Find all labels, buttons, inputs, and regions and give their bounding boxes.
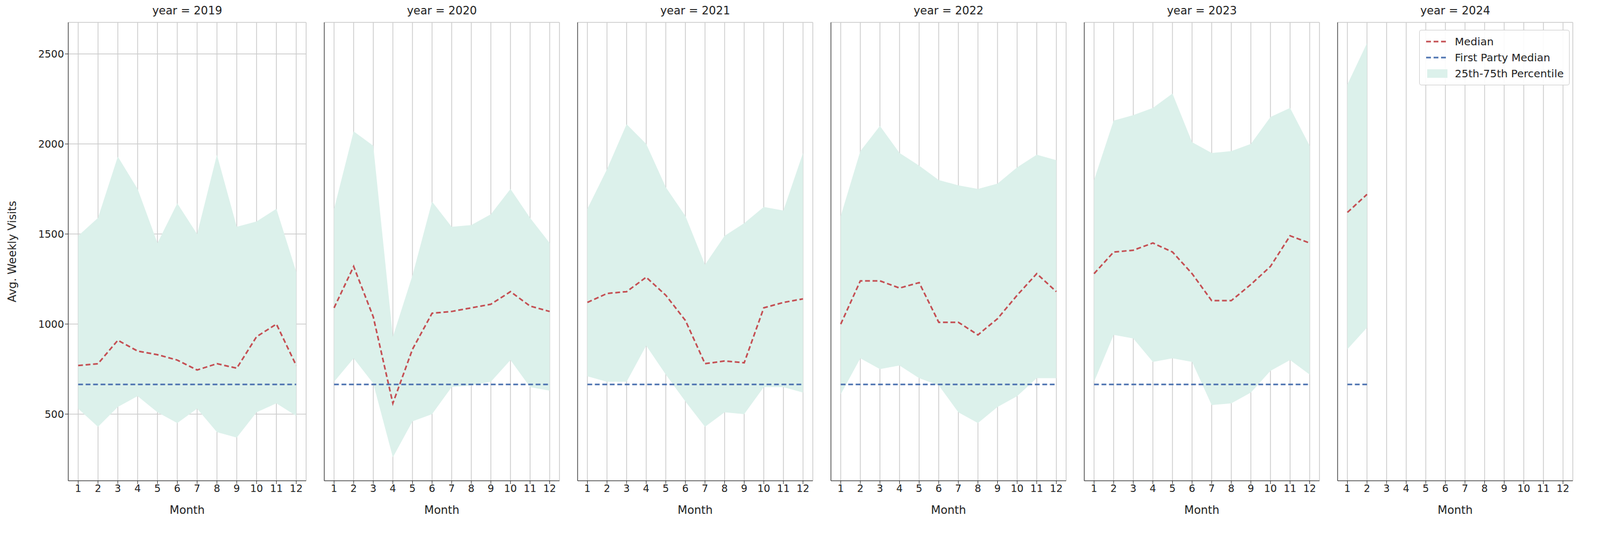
svg-text:6: 6 [935, 482, 942, 495]
svg-text:9: 9 [1247, 482, 1254, 495]
svg-text:8: 8 [1481, 482, 1488, 495]
svg-text:10: 10 [757, 482, 771, 495]
svg-text:12: 12 [543, 482, 557, 495]
svg-text:5: 5 [662, 482, 669, 495]
svg-text:10: 10 [1517, 482, 1531, 495]
svg-text:9: 9 [487, 482, 494, 495]
svg-text:1: 1 [330, 482, 338, 495]
svg-text:1: 1 [584, 482, 591, 495]
svg-text:1000: 1000 [38, 318, 64, 331]
svg-text:10: 10 [1010, 482, 1024, 495]
svg-text:8: 8 [721, 482, 728, 495]
svg-text:2500: 2500 [38, 48, 64, 60]
svg-text:5: 5 [1169, 482, 1176, 495]
svg-text:12: 12 [1303, 482, 1317, 495]
svg-text:8: 8 [1228, 482, 1235, 495]
svg-text:11: 11 [269, 482, 283, 495]
svg-text:8: 8 [468, 482, 475, 495]
svg-text:7: 7 [1208, 482, 1215, 495]
svg-text:6: 6 [428, 482, 436, 495]
svg-text:2: 2 [350, 482, 357, 495]
svg-text:7: 7 [701, 482, 709, 495]
svg-text:10: 10 [250, 482, 263, 495]
svg-text:11: 11 [1030, 482, 1044, 495]
svg-text:11: 11 [523, 482, 537, 495]
svg-text:6: 6 [682, 482, 689, 495]
svg-text:2: 2 [857, 482, 864, 495]
svg-text:12: 12 [1050, 482, 1063, 495]
svg-text:4: 4 [643, 482, 650, 495]
svg-text:Month: Month [931, 504, 967, 517]
html-text:25th-75th Percentile: 25th-75th Percentile [1454, 67, 1564, 80]
svg-text:Month: Month [677, 504, 714, 517]
svg-text:1: 1 [837, 482, 844, 495]
svg-text:1500: 1500 [38, 228, 64, 240]
svg-text:7: 7 [1461, 482, 1469, 495]
svg-text:12: 12 [289, 482, 303, 495]
svg-text:6: 6 [1442, 482, 1449, 495]
svg-text:3: 3 [114, 482, 122, 495]
svg-text:11: 11 [777, 482, 790, 495]
svg-text:3: 3 [1130, 482, 1137, 495]
svg-text:Month: Month [1184, 504, 1220, 517]
svg-text:2: 2 [603, 482, 611, 495]
svg-text:3: 3 [623, 482, 630, 495]
html-text:First Party Median: First Party Median [1454, 51, 1551, 64]
svg-text:6: 6 [1188, 482, 1196, 495]
svg-text:4: 4 [896, 482, 903, 495]
svg-text:1: 1 [1344, 482, 1351, 495]
svg-text:Avg. Weekly Visits: Avg. Weekly Visits [5, 201, 19, 303]
svg-text:6: 6 [173, 482, 181, 495]
svg-text:7: 7 [955, 482, 962, 495]
html-text:year = 2019: year = 2019 [152, 4, 223, 18]
svg-text:10: 10 [1264, 482, 1277, 495]
svg-text:5: 5 [915, 482, 923, 495]
svg-text:2000: 2000 [38, 138, 64, 150]
html-text:year = 2024: year = 2024 [1420, 4, 1491, 18]
svg-text:9: 9 [740, 482, 748, 495]
svg-text:10: 10 [504, 482, 517, 495]
html-text:year = 2020: year = 2020 [406, 4, 477, 18]
svg-text:2: 2 [1110, 482, 1117, 495]
svg-text:9: 9 [994, 482, 1001, 495]
svg-text:Month: Month [169, 504, 205, 517]
svg-text:2: 2 [94, 482, 102, 495]
svg-text:1: 1 [75, 482, 82, 495]
svg-text:4: 4 [1403, 482, 1410, 495]
svg-text:4: 4 [389, 482, 397, 495]
svg-text:500: 500 [44, 408, 64, 421]
svg-text:11: 11 [1283, 482, 1297, 495]
svg-text:4: 4 [1149, 482, 1157, 495]
svg-text:1: 1 [1090, 482, 1098, 495]
svg-text:Month: Month [1437, 504, 1474, 517]
svg-text:8: 8 [213, 482, 221, 495]
svg-text:3: 3 [1383, 482, 1390, 495]
html-text:Median: Median [1454, 35, 1494, 48]
svg-text:4: 4 [134, 482, 141, 495]
svg-text:11: 11 [1537, 482, 1550, 495]
svg-text:7: 7 [194, 482, 201, 495]
html-text:year = 2021: year = 2021 [660, 4, 731, 18]
svg-text:12: 12 [796, 482, 810, 495]
svg-text:5: 5 [409, 482, 416, 495]
svg-text:7: 7 [448, 482, 455, 495]
html-text:year = 2022: year = 2022 [913, 4, 984, 18]
svg-text:3: 3 [876, 482, 884, 495]
svg-text:3: 3 [370, 482, 377, 495]
svg-text:9: 9 [233, 482, 240, 495]
svg-text:12: 12 [1556, 482, 1570, 495]
html-text:year = 2023: year = 2023 [1166, 4, 1237, 18]
svg-text:2: 2 [1363, 482, 1371, 495]
svg-text:5: 5 [1422, 482, 1429, 495]
svg-text:9: 9 [1500, 482, 1508, 495]
svg-text:8: 8 [974, 482, 982, 495]
svg-text:5: 5 [154, 482, 161, 495]
svg-text:Month: Month [424, 504, 460, 517]
